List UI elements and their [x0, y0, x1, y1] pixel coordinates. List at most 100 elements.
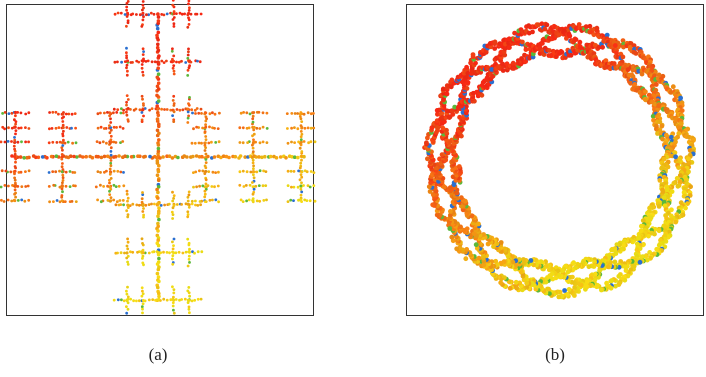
fractal-point	[109, 126, 113, 129]
fractal-point	[297, 140, 300, 144]
fractal-point	[157, 138, 161, 142]
fractal-point	[99, 183, 102, 187]
fractal-point	[49, 154, 54, 159]
fractal-point	[72, 154, 76, 159]
fractal-point	[172, 10, 176, 13]
fractal-point	[470, 52, 476, 57]
fractal-point	[167, 202, 171, 206]
fractal-point	[156, 178, 161, 182]
fractal-point	[286, 169, 290, 173]
fractal-point	[660, 136, 665, 142]
fractal-point	[136, 154, 140, 158]
fractal-point	[171, 247, 175, 251]
fractal-point	[125, 103, 128, 107]
fractal-point	[177, 60, 181, 64]
fractal-point	[62, 126, 65, 129]
fractal-point	[24, 185, 28, 188]
fractal-point	[94, 154, 99, 159]
fractal-point	[61, 120, 65, 123]
fractal-point	[62, 138, 65, 142]
fractal-point	[158, 156, 162, 160]
fractal-point	[175, 60, 178, 64]
fractal-point	[216, 184, 220, 188]
fractal-point	[126, 295, 130, 299]
fractal-point	[643, 89, 648, 95]
fractal-point	[204, 152, 208, 156]
fractal-point	[186, 25, 190, 29]
fractal-point	[142, 215, 145, 219]
fractal-point	[70, 112, 74, 116]
fractal-point	[172, 288, 176, 291]
fractal-point	[0, 185, 3, 189]
fractal-point	[112, 107, 116, 111]
fractal-point	[201, 184, 205, 188]
fractal-point	[186, 13, 190, 17]
fractal-point	[474, 245, 480, 251]
fractal-point	[156, 229, 160, 233]
fractal-point	[252, 128, 256, 132]
fractal-point	[172, 311, 176, 315]
fractal-point	[73, 112, 77, 115]
fractal-point	[171, 0, 175, 2]
fractal-point	[299, 198, 303, 202]
fractal-point	[244, 184, 248, 187]
fractal-point	[686, 169, 691, 175]
fractal-point	[210, 185, 214, 188]
fractal-point	[286, 141, 290, 145]
fractal-point	[214, 141, 218, 144]
fractal-point	[135, 203, 139, 207]
fractal-point	[305, 170, 309, 174]
fractal-point	[464, 86, 470, 91]
fractal-point	[1, 112, 5, 115]
fractal-point	[99, 200, 103, 204]
fractal-point	[112, 298, 116, 302]
fractal-point	[147, 13, 151, 17]
fractal-point	[568, 52, 574, 58]
fractal-point	[14, 125, 17, 129]
fractal-point	[61, 112, 65, 116]
fractal-point	[172, 308, 175, 312]
fractal-point	[217, 170, 220, 174]
fractal-point	[187, 286, 191, 289]
fractal-point	[126, 263, 130, 266]
fractal-point	[682, 186, 687, 192]
fractal-point	[155, 104, 159, 108]
fractal-point	[196, 250, 200, 254]
fractal-point	[125, 8, 128, 12]
fractal-point	[265, 111, 269, 115]
fractal-point	[74, 200, 78, 204]
fractal-point	[647, 250, 653, 255]
fractal-point	[633, 51, 639, 56]
fractal-point	[199, 297, 203, 301]
fractal-point	[60, 153, 64, 156]
fractal-point	[296, 112, 299, 115]
fractal-point	[300, 126, 304, 130]
fractal-point	[172, 59, 176, 63]
fractal-point	[204, 158, 208, 161]
fractal-point	[299, 140, 303, 144]
fractal-point	[187, 241, 191, 245]
fractal-point	[57, 126, 61, 129]
fractal-point	[13, 188, 17, 192]
fractal-point	[24, 112, 28, 116]
fractal-point	[676, 165, 681, 171]
fractal-point	[172, 94, 176, 98]
fractal-point	[3, 111, 7, 114]
fractal-point	[10, 126, 14, 130]
fractal-point	[141, 311, 144, 315]
fractal-point	[187, 193, 191, 197]
fractal-point	[681, 193, 687, 199]
fractal-point	[289, 169, 293, 173]
fractal-point	[663, 239, 669, 244]
fractal-point	[155, 75, 160, 80]
fractal-point	[203, 200, 207, 204]
fractal-point	[306, 126, 310, 130]
fractal-point	[126, 119, 130, 123]
fractal-point	[157, 206, 161, 210]
fractal-point	[14, 195, 17, 199]
fractal-point	[204, 166, 208, 170]
fractal-point	[165, 59, 168, 63]
fractal-point	[188, 294, 192, 298]
fractal-point	[125, 311, 129, 315]
fractal-point	[6, 140, 10, 143]
